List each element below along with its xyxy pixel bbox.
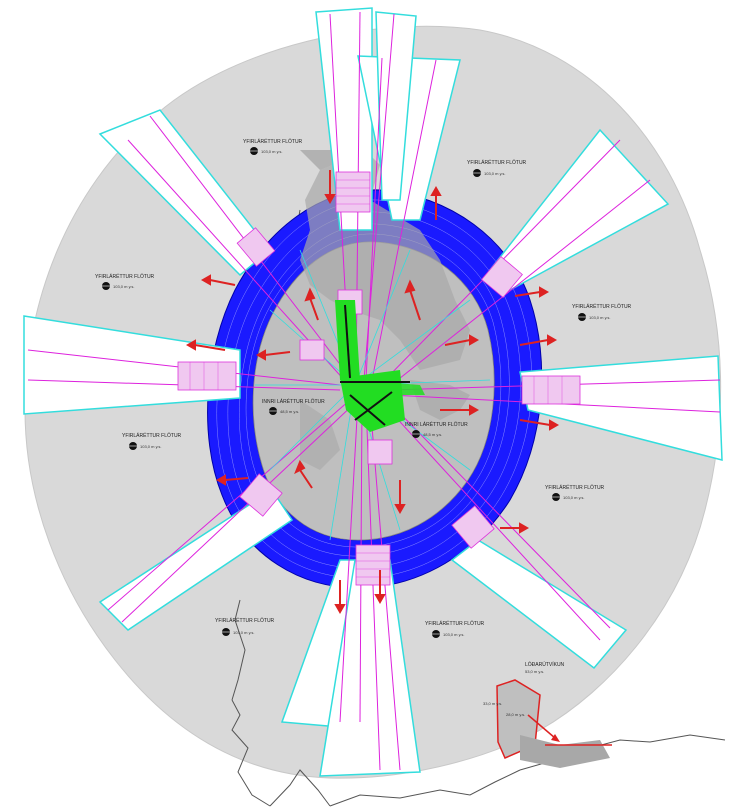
- zone-label-s-e: YFIRLÁRÉTTUR FLÖTUR 103,0 m y.s.: [425, 620, 485, 638]
- approach-surface-northeast: [488, 128, 670, 291]
- zone-label-n-w: YFIRLÁRÉTTUR FLÖTUR 103,0 m y.s.: [243, 138, 303, 155]
- zone-label: YFIRLÁRÉTTUR FLÖTUR: [425, 620, 485, 627]
- zone-elevation: 103,0 m y.s.: [563, 495, 585, 500]
- transition-block-north: [335, 171, 371, 213]
- inner-zone-label: INNRI LÁRÉTTUR FLÖTUR: [405, 421, 468, 428]
- transition-block-west: [177, 361, 237, 391]
- transition-block-inner-s: [367, 439, 393, 465]
- zone-label-n-e: YFIRLÁRÉTTUR FLÖTUR 103,0 m y.s.: [467, 159, 527, 177]
- transitional-surfaces: [177, 171, 581, 586]
- direction-arrows: [185, 170, 560, 615]
- transition-block-nw: [236, 227, 276, 267]
- zone-label-e-upper: YFIRLÁRÉTTUR FLÖTUR 103,0 m y.s.: [572, 303, 632, 321]
- inner-zone-label: INNRI LÁRÉTTUR FLÖTUR: [262, 398, 325, 405]
- inner-zone-label-e: INNRI LÁRÉTTUR FLÖTUR 48,5 m y.s.: [405, 421, 468, 438]
- inner-zone-elevation: 48,5 m y.s.: [280, 409, 299, 414]
- zone-label: YFIRLÁRÉTTUR FLÖTUR: [215, 617, 275, 624]
- approach-surface-southwest: [98, 488, 294, 631]
- zone-elevation: 103,0 m y.s.: [140, 444, 162, 449]
- zone-label: YFIRLÁRÉTTUR FLÖTUR: [572, 303, 632, 310]
- zone-elevation: 103,0 m y.s.: [233, 630, 255, 635]
- zone-label: YFIRLÁRÉTTUR FLÖTUR: [122, 432, 182, 439]
- obstacle-elevation-3: 28,0 m y.s.: [506, 712, 525, 717]
- approach-surface-southeast: [450, 539, 628, 670]
- inner-zone-label-w: INNRI LÁRÉTTUR FLÖTUR 48,5 m y.s.: [262, 398, 325, 415]
- transition-block-south: [355, 544, 391, 586]
- obstacle-elevation: 53,0 m y.s.: [525, 669, 544, 674]
- obstacle-area: LÓÐARÚTVÍKUN 53,0 m y.s. 33,0 m y.s. 28,…: [483, 661, 612, 768]
- zone-label: YFIRLÁRÉTTUR FLÖTUR: [95, 273, 155, 280]
- zone-label-s-w: YFIRLÁRÉTTUR FLÖTUR 103,0 m y.s.: [215, 617, 275, 636]
- obstacle-label: LÓÐARÚTVÍKUN: [525, 661, 565, 668]
- transition-block-inner-w: [299, 339, 325, 361]
- transition-block-ne: [481, 255, 523, 299]
- zone-elevation: 103,0 m y.s.: [113, 284, 135, 289]
- obstacle-elevation-2: 33,0 m y.s.: [483, 701, 502, 706]
- zone-elevation: 103,0 m y.s.: [261, 149, 283, 154]
- transition-block-sw: [239, 473, 283, 517]
- approach-surface-north-3: [375, 11, 417, 201]
- zone-label-w-lower: YFIRLÁRÉTTUR FLÖTUR 103,0 m y.s.: [122, 432, 182, 450]
- zone-elevation: 103,0 m y.s.: [443, 632, 465, 637]
- zone-label: YFIRLÁRÉTTUR FLÖTUR: [545, 484, 605, 491]
- zone-label-e-lower: YFIRLÁRÉTTUR FLÖTUR 103,0 m y.s.: [545, 484, 605, 501]
- transition-hatch-lines: [189, 179, 563, 578]
- zone-elevation: 103,0 m y.s.: [589, 315, 611, 320]
- zone-label: YFIRLÁRÉTTUR FLÖTUR: [467, 159, 527, 166]
- inner-zone-elevation: 48,5 m y.s.: [423, 432, 442, 437]
- transition-block-se: [451, 505, 495, 549]
- transition-block-east: [521, 375, 581, 405]
- runway-4: [354, 391, 393, 421]
- runway-area: [335, 300, 425, 432]
- runway-1: [344, 304, 351, 379]
- zone-label-w-upper: YFIRLÁRÉTTUR FLÖTUR 103,0 m y.s.: [95, 273, 155, 290]
- approach-surfaces: [23, 7, 723, 777]
- zone-elevation: 103,0 m y.s.: [484, 171, 506, 176]
- zone-label: YFIRLÁRÉTTUR FLÖTUR: [243, 138, 303, 145]
